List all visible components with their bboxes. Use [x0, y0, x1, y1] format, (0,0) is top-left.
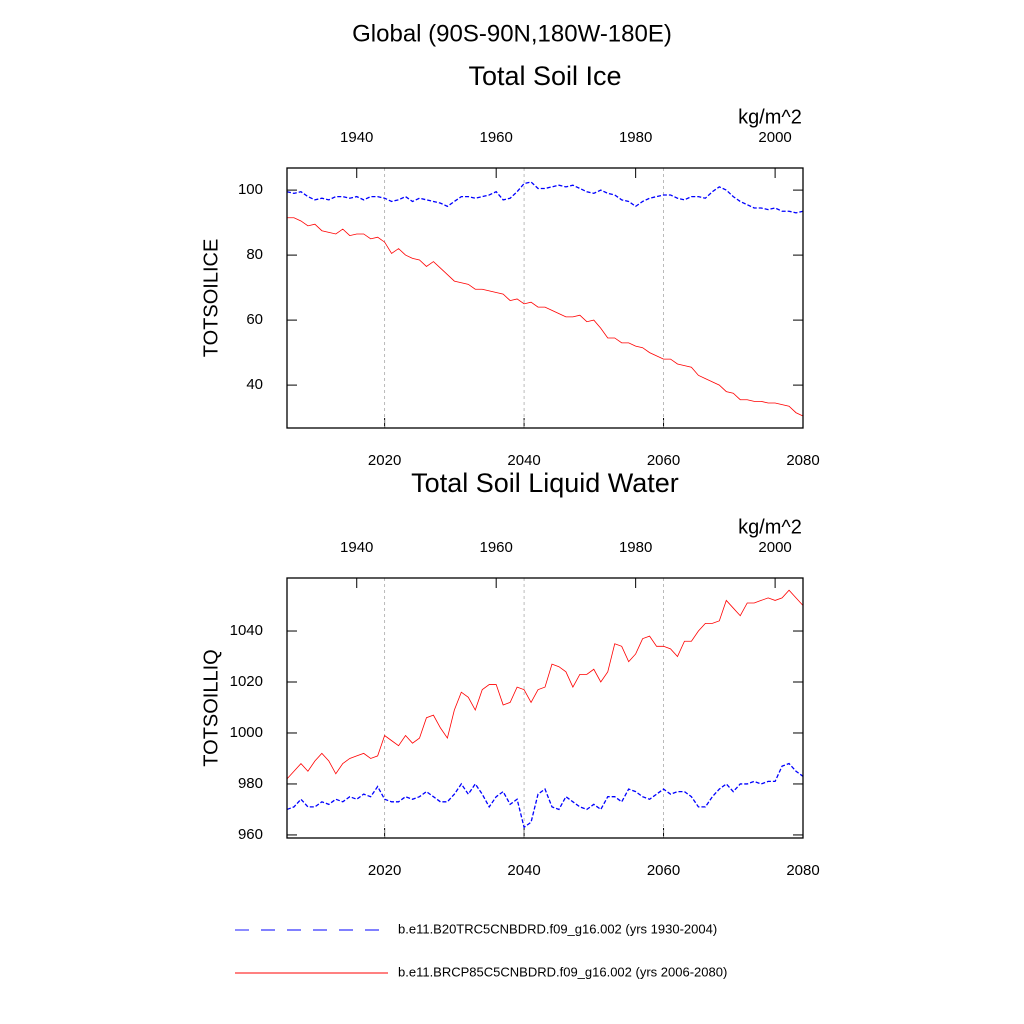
y-tick-label: 40 [246, 376, 263, 393]
units-label: kg/m^2 [738, 516, 802, 538]
x2-tick-label: 1980 [619, 539, 652, 556]
plot-frame [286, 167, 804, 429]
y-tick-label: 1020 [230, 673, 263, 690]
y-tick-label: 960 [238, 826, 263, 843]
plot-frame [286, 577, 804, 839]
data-line [287, 217, 804, 417]
x2-tick-label: 1940 [340, 539, 373, 556]
x-tick-label: 2060 [647, 862, 680, 879]
y-tick-label: 80 [246, 246, 263, 263]
x2-tick-label: 1960 [480, 129, 513, 146]
chart-title: Total Soil Ice [468, 61, 621, 91]
legend-label: b.e11.B20TRC5CNBDRD.f09_g16.002 (yrs 193… [398, 921, 717, 936]
page-title: Global (90S-90N,180W-180E) [352, 20, 672, 47]
y-tick-label: 1000 [230, 724, 263, 741]
y-axis-label: TOTSOILLIQ [200, 649, 222, 766]
x-tick-label: 2020 [368, 862, 401, 879]
y-axis-label: TOTSOILICE [200, 239, 222, 358]
y-tick-label: 100 [238, 181, 263, 198]
y-tick-label: 60 [246, 311, 263, 328]
data-line [286, 589, 804, 780]
units-label: kg/m^2 [738, 106, 802, 128]
x2-tick-label: 1960 [480, 539, 513, 556]
x-tick-label: 2040 [507, 452, 540, 469]
y-tick-label: 1040 [230, 622, 263, 639]
x-tick-label: 2080 [786, 862, 819, 879]
x-tick-label: 2020 [368, 452, 401, 469]
x2-tick-label: 2000 [758, 539, 791, 556]
data-line [286, 181, 804, 214]
x-tick-label: 2060 [647, 452, 680, 469]
chart-title: Total Soil Liquid Water [411, 468, 679, 498]
data-line [286, 762, 804, 829]
x2-tick-label: 1980 [619, 129, 652, 146]
y-tick-label: 980 [238, 775, 263, 792]
x-tick-label: 2040 [507, 862, 540, 879]
x-tick-label: 2080 [786, 452, 819, 469]
legend-label: b.e11.BRCP85C5CNBDRD.f09_g16.002 (yrs 20… [398, 964, 727, 979]
x2-tick-label: 1940 [340, 129, 373, 146]
x2-tick-label: 2000 [758, 129, 791, 146]
